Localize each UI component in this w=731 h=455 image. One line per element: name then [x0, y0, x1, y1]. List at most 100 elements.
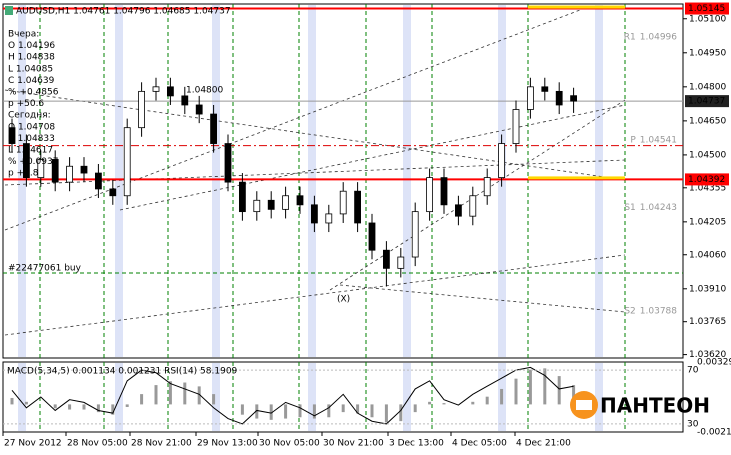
pivot-value: 1.04541 [640, 135, 677, 145]
candle-body [109, 188, 117, 197]
session-band [212, 5, 220, 357]
candle-body [238, 181, 246, 213]
price-tag-label: 1.04737 [688, 97, 725, 107]
candle-body [440, 177, 448, 206]
trend-line [4, 9, 581, 231]
y-tick-label: 1.04800 [689, 82, 726, 92]
candle-body [166, 86, 174, 97]
y-tick-label: 1.04500 [689, 150, 726, 160]
rsi-line [11, 366, 574, 425]
logo-icon-inner [576, 400, 592, 410]
pivot-value: 1.03788 [640, 306, 677, 316]
session-band [595, 363, 603, 431]
candle-body [310, 204, 318, 224]
info-line: L 1.04617 [8, 146, 53, 156]
info-line: % +0.4856 [8, 88, 59, 98]
y-tick-label: 1.03910 [689, 284, 726, 294]
order-label: #22477061 buy [8, 264, 82, 274]
info-line: p +3.8 [8, 169, 39, 179]
candle-body [282, 195, 290, 210]
session-band [212, 363, 220, 431]
info-line: O 1.04196 [8, 41, 55, 51]
candle-body [498, 143, 506, 178]
price-tag [685, 173, 729, 186]
candle-body [454, 204, 462, 217]
logo: ПАНТЕОН [600, 394, 710, 418]
candle-body [555, 90, 563, 106]
pivot-name: S2 [624, 306, 635, 316]
title-icon [5, 6, 13, 15]
trend-line [4, 89, 626, 181]
candle-body [195, 104, 203, 115]
info-line: Вчера: [8, 30, 39, 40]
pivot-label: S1 1.04243 [624, 203, 677, 213]
candle-body [512, 109, 520, 144]
y-tick-label: 1.03765 [689, 317, 726, 327]
info-line: O 1.04708 [8, 122, 55, 132]
candle-body [22, 143, 30, 178]
x-tick-label: 30 Nov 21:00 [323, 439, 384, 449]
trend-line [4, 159, 626, 186]
x-tick-label: 30 Nov 05:00 [259, 439, 320, 449]
session-band [115, 363, 123, 431]
indicator-label: MACD(5,34,5) 0.001134 0.001231 RSI(14) 5… [7, 367, 238, 377]
pivot-value: 1.04996 [640, 32, 677, 42]
candle-body [138, 90, 146, 129]
session-band [18, 5, 26, 357]
session-band [403, 363, 411, 431]
candle-body [37, 159, 45, 178]
trend-line [329, 99, 626, 291]
session-band [115, 5, 123, 357]
level-highlight [528, 176, 625, 180]
candle-body [66, 165, 73, 183]
x-tick-label: 28 Nov 21:00 [131, 439, 192, 449]
pivot-label: S2 1.03788 [624, 306, 677, 316]
level-note: 1.04800 [186, 86, 223, 96]
y-tick-label: 1.04650 [689, 116, 726, 126]
pivot-label: P 1.04541 [630, 135, 677, 145]
price-tag-label: 1.04392 [688, 175, 725, 185]
rsi-tick-label: 30 [687, 419, 699, 429]
candle-body [152, 86, 160, 92]
level-highlight [528, 5, 625, 9]
plot-frame [2, 3, 684, 359]
candle-body [224, 143, 232, 183]
candle-body [527, 86, 534, 110]
session-band [18, 363, 26, 431]
candle-body [483, 177, 491, 197]
pivot-name: S1 [624, 203, 635, 213]
y-tick-label: 1.04950 [689, 48, 726, 58]
candle-body [339, 190, 347, 215]
x-tick-label: 27 Nov 2012 [4, 439, 62, 449]
session-band [403, 5, 411, 357]
candle-body [325, 213, 333, 224]
y-tick-label: 1.03620 [689, 350, 726, 360]
chart-title: AUDUSD,H1 1.04761 1.04796 1.04685 1.0473… [16, 7, 231, 17]
candle-body [210, 113, 218, 144]
candle-body [411, 211, 419, 258]
candle-body [296, 195, 304, 206]
price-tag-label: 1.05145 [688, 4, 725, 14]
rsi-tick-label: 70 [687, 366, 699, 376]
candle-body [354, 190, 362, 224]
x-tick-label: 4 Dec 05:00 [452, 439, 507, 449]
macd-tick-label: -0.002145 [697, 428, 731, 438]
y-tick-label: 1.04205 [689, 217, 726, 227]
candle-body [397, 256, 405, 269]
candle-body [570, 95, 577, 102]
pivot-value: 1.04243 [640, 203, 677, 213]
candle-body [253, 199, 261, 213]
y-tick-label: 1.04355 [689, 183, 726, 193]
x-tick-label: 3 Dec 13:00 [389, 439, 444, 449]
candle-body [469, 195, 477, 217]
info-line: p +50.6 [8, 99, 44, 109]
macd-tick-label: 0.003295 [697, 358, 731, 368]
info-line: H 1.04838 [8, 53, 55, 63]
session-band [308, 363, 316, 431]
marker-label: (X) [337, 295, 350, 305]
x-tick-label: 28 Nov 05:00 [67, 439, 128, 449]
candle-body [426, 177, 434, 213]
info-line: C 1.04639 [8, 76, 55, 86]
candle-body [382, 249, 390, 269]
